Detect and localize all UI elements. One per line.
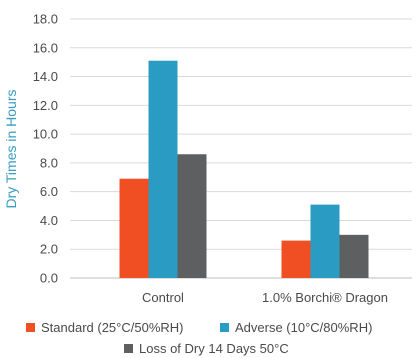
bar-control-series-2 bbox=[148, 60, 178, 278]
y-axis-title: Dry Times in Hours bbox=[3, 89, 19, 208]
bar-borchi-dragon-series-3 bbox=[339, 234, 369, 278]
y-tick-label: 12.0 bbox=[33, 98, 58, 113]
bar-control-series-3 bbox=[177, 154, 207, 278]
bar-control-series-1 bbox=[119, 178, 149, 278]
y-tick-label: 10.0 bbox=[33, 127, 58, 142]
bar-borchi-dragon-series-1 bbox=[281, 240, 311, 278]
y-axis-ticks: 0.0 2.0 4.0 6.0 8.0 10.0 12.0 14.0 16.0 18.0 bbox=[33, 12, 58, 286]
x-category-label: Control bbox=[142, 290, 184, 305]
y-tick-label: 0.0 bbox=[40, 271, 58, 286]
y-tick-label: 6.0 bbox=[40, 184, 58, 199]
legend-swatch bbox=[26, 323, 35, 332]
y-tick-label: 16.0 bbox=[33, 40, 58, 55]
x-axis-categories: Control 1.0% Borchi® Dragon bbox=[142, 290, 388, 305]
x-category-label: 1.0% Borchi® Dragon bbox=[262, 290, 388, 305]
legend-swatch bbox=[124, 344, 133, 353]
bars bbox=[119, 60, 369, 278]
y-tick-label: 14.0 bbox=[33, 69, 58, 84]
legend-swatch bbox=[220, 323, 229, 332]
legend: Standard (25°C/50%RH) Adverse (10°C/80%RH… bbox=[26, 320, 372, 356]
y-tick-label: 2.0 bbox=[40, 242, 58, 257]
legend-label: Standard (25°C/50%RH) bbox=[41, 320, 184, 335]
y-tick-label: 18.0 bbox=[33, 12, 58, 27]
legend-label: Loss of Dry 14 Days 50°C bbox=[139, 341, 289, 356]
bar-borchi-dragon-series-2 bbox=[310, 204, 340, 278]
legend-label: Adverse (10°C/80%RH) bbox=[235, 320, 372, 335]
y-tick-label: 8.0 bbox=[40, 155, 58, 170]
y-tick-label: 4.0 bbox=[40, 213, 58, 228]
